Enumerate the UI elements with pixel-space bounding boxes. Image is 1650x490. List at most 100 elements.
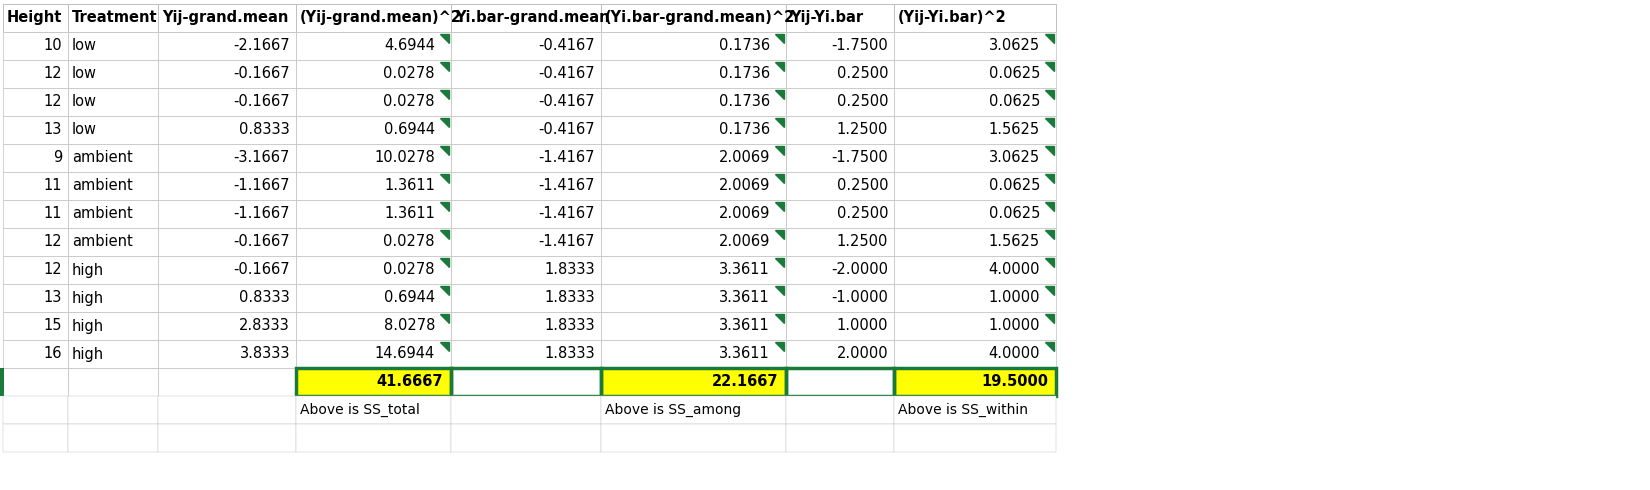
- Text: -0.1667: -0.1667: [233, 95, 290, 109]
- Bar: [295, 144, 450, 172]
- Text: ambient: ambient: [73, 206, 132, 221]
- Bar: [894, 312, 1056, 340]
- Bar: [68, 200, 158, 228]
- Bar: [158, 312, 295, 340]
- Bar: [450, 284, 601, 312]
- Text: low: low: [73, 95, 97, 109]
- Text: high: high: [73, 291, 104, 305]
- Polygon shape: [776, 174, 784, 183]
- Bar: [450, 368, 601, 396]
- Text: 1.0000: 1.0000: [988, 318, 1040, 334]
- Bar: [450, 396, 601, 424]
- Bar: [158, 424, 295, 452]
- Bar: [3, 144, 68, 172]
- Bar: [3, 32, 68, 60]
- Bar: [785, 60, 894, 88]
- Bar: [785, 144, 894, 172]
- Text: -1.7500: -1.7500: [832, 150, 888, 166]
- Bar: [158, 4, 295, 32]
- Bar: [3, 116, 68, 144]
- Polygon shape: [1044, 34, 1054, 43]
- Bar: [295, 172, 450, 200]
- Bar: [3, 312, 68, 340]
- Text: -0.1667: -0.1667: [233, 67, 290, 81]
- Polygon shape: [441, 146, 449, 155]
- Text: -0.4167: -0.4167: [538, 39, 596, 53]
- Bar: [785, 4, 894, 32]
- Text: 3.0625: 3.0625: [988, 150, 1040, 166]
- Text: high: high: [73, 346, 104, 362]
- Text: low: low: [73, 67, 97, 81]
- Text: 19.5000: 19.5000: [982, 374, 1048, 390]
- Bar: [158, 200, 295, 228]
- Polygon shape: [776, 202, 784, 211]
- Polygon shape: [441, 34, 449, 43]
- Bar: [68, 340, 158, 368]
- Text: 0.1736: 0.1736: [719, 95, 771, 109]
- Text: 0.2500: 0.2500: [837, 178, 888, 194]
- Text: 16: 16: [43, 346, 63, 362]
- Bar: [785, 284, 894, 312]
- Bar: [601, 4, 785, 32]
- Text: Yij-grand.mean: Yij-grand.mean: [162, 10, 289, 25]
- Bar: [158, 144, 295, 172]
- Bar: [68, 116, 158, 144]
- Bar: [3, 368, 68, 396]
- Text: 0.1736: 0.1736: [719, 122, 771, 138]
- Bar: [68, 88, 158, 116]
- Polygon shape: [1044, 286, 1054, 295]
- Bar: [158, 60, 295, 88]
- Text: 13: 13: [43, 291, 63, 305]
- Text: -1.7500: -1.7500: [832, 39, 888, 53]
- Text: -2.1667: -2.1667: [233, 39, 290, 53]
- Bar: [68, 32, 158, 60]
- Polygon shape: [1044, 314, 1054, 323]
- Bar: [68, 312, 158, 340]
- Text: 14.6944: 14.6944: [375, 346, 436, 362]
- Bar: [295, 256, 450, 284]
- Text: ambient: ambient: [73, 150, 132, 166]
- Polygon shape: [1044, 342, 1054, 351]
- Text: -0.1667: -0.1667: [233, 235, 290, 249]
- Text: -1.1667: -1.1667: [234, 178, 290, 194]
- Bar: [68, 4, 158, 32]
- Text: low: low: [73, 122, 97, 138]
- Bar: [3, 424, 68, 452]
- Bar: [450, 172, 601, 200]
- Text: 0.1736: 0.1736: [719, 67, 771, 81]
- Bar: [295, 60, 450, 88]
- Text: 2.0069: 2.0069: [719, 235, 771, 249]
- Polygon shape: [776, 314, 784, 323]
- Bar: [894, 396, 1056, 424]
- Text: 15: 15: [43, 318, 63, 334]
- Bar: [601, 340, 785, 368]
- Polygon shape: [441, 286, 449, 295]
- Bar: [601, 284, 785, 312]
- Polygon shape: [441, 202, 449, 211]
- Bar: [894, 284, 1056, 312]
- Text: high: high: [73, 263, 104, 277]
- Polygon shape: [441, 90, 449, 99]
- Bar: [295, 88, 450, 116]
- Text: 0.0278: 0.0278: [383, 95, 436, 109]
- Polygon shape: [1044, 62, 1054, 71]
- Text: 0.0625: 0.0625: [988, 178, 1040, 194]
- Bar: [68, 256, 158, 284]
- Polygon shape: [441, 342, 449, 351]
- Bar: [894, 60, 1056, 88]
- Text: 4.0000: 4.0000: [988, 263, 1040, 277]
- Polygon shape: [776, 34, 784, 43]
- Bar: [68, 228, 158, 256]
- Text: -0.4167: -0.4167: [538, 67, 596, 81]
- Text: 9: 9: [53, 150, 63, 166]
- Text: Treatment: Treatment: [73, 10, 158, 25]
- Text: 1.3611: 1.3611: [384, 178, 436, 194]
- Text: high: high: [73, 318, 104, 334]
- Bar: [295, 396, 450, 424]
- Bar: [785, 200, 894, 228]
- Text: 1.5625: 1.5625: [988, 235, 1040, 249]
- Text: 10: 10: [43, 39, 63, 53]
- Bar: [295, 284, 450, 312]
- Polygon shape: [776, 90, 784, 99]
- Bar: [158, 284, 295, 312]
